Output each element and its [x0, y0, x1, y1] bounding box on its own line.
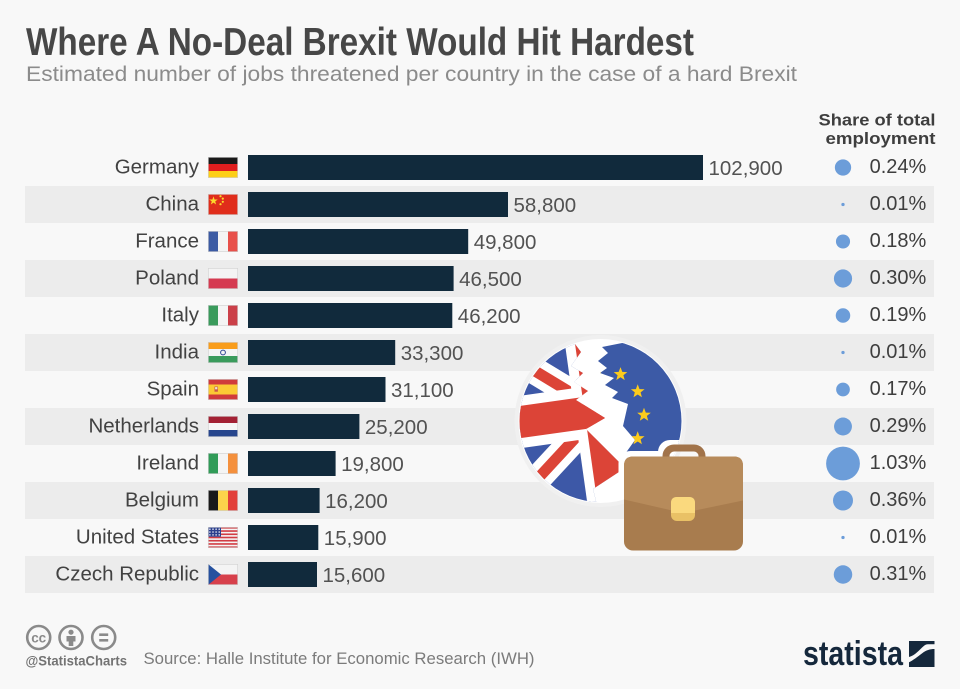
svg-text:33,300: 33,300: [401, 342, 464, 365]
svg-text:France: France: [135, 229, 199, 252]
svg-text:0.01%: 0.01%: [870, 193, 927, 215]
svg-text:0.29%: 0.29%: [870, 415, 927, 437]
svg-text:Poland: Poland: [135, 266, 199, 289]
svg-text:Spain: Spain: [147, 377, 199, 400]
svg-text:0.36%: 0.36%: [870, 489, 927, 511]
svg-text:102,900: 102,900: [709, 157, 783, 180]
svg-text:Czech Republic: Czech Republic: [55, 562, 199, 585]
svg-text:49,800: 49,800: [474, 231, 537, 254]
svg-text:India: India: [155, 340, 200, 363]
svg-text:employment: employment: [826, 130, 937, 148]
svg-text:Netherlands: Netherlands: [88, 414, 199, 437]
svg-text:0.30%: 0.30%: [870, 267, 927, 289]
svg-text:Where A No-Deal Brexit Would H: Where A No-Deal Brexit Would Hit Hardest: [26, 21, 694, 64]
svg-text:cc: cc: [31, 631, 46, 646]
svg-text:United States: United States: [76, 525, 199, 548]
svg-text:46,200: 46,200: [458, 305, 521, 328]
svg-text:1.03%: 1.03%: [870, 452, 927, 474]
svg-text:Ireland: Ireland: [136, 451, 199, 474]
svg-text:statista: statista: [803, 635, 904, 673]
svg-text:@StatistaCharts: @StatistaCharts: [26, 653, 128, 668]
svg-text:0.24%: 0.24%: [870, 156, 927, 178]
svg-text:0.01%: 0.01%: [870, 341, 927, 363]
svg-text:Italy: Italy: [161, 303, 199, 326]
svg-text:Share of total: Share of total: [819, 112, 936, 130]
svg-text:15,900: 15,900: [324, 527, 387, 550]
svg-text:15,600: 15,600: [323, 564, 386, 587]
svg-text:31,100: 31,100: [391, 379, 454, 402]
svg-text:Estimated number of jobs threa: Estimated number of jobs threatened per …: [26, 62, 797, 86]
svg-text:China: China: [145, 192, 199, 215]
svg-text:19,800: 19,800: [341, 453, 404, 476]
svg-text:16,200: 16,200: [325, 490, 388, 513]
svg-text:Belgium: Belgium: [125, 488, 199, 511]
svg-text:0.17%: 0.17%: [870, 378, 927, 400]
svg-text:58,800: 58,800: [514, 194, 577, 217]
svg-text:Germany: Germany: [115, 155, 200, 178]
svg-text:46,500: 46,500: [459, 268, 522, 291]
svg-text:0.31%: 0.31%: [870, 563, 927, 585]
svg-text:25,200: 25,200: [365, 416, 428, 439]
svg-text:0.18%: 0.18%: [870, 230, 927, 252]
svg-text:0.01%: 0.01%: [870, 526, 927, 548]
svg-text:Source: Halle Institute for Ec: Source: Halle Institute for Economic Res…: [144, 649, 535, 668]
svg-text:0.19%: 0.19%: [870, 304, 927, 326]
